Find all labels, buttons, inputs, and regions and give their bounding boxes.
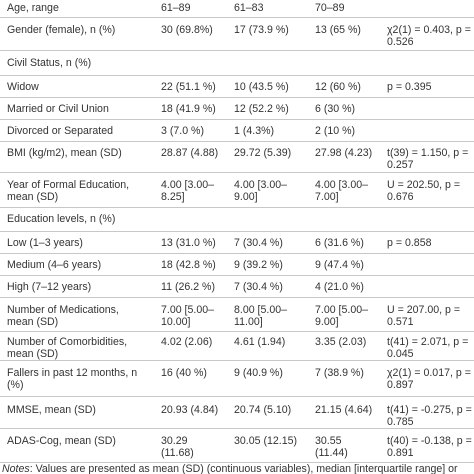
table-cell: Divorced or Separated	[7, 125, 113, 137]
table-cell: MMSE, mean (SD)	[7, 404, 96, 416]
table-cell: 4.00 [3.00– 8.25]	[161, 179, 215, 203]
table-cell: 9 (39.2 %)	[234, 259, 283, 271]
table-cell: 30.55 (11.44)	[315, 435, 348, 459]
table-cell: U = 202.50, p = 0.676	[387, 179, 461, 203]
table-cell: 22 (51.1 %)	[161, 81, 216, 93]
table-cell: 1 (4.3%)	[234, 125, 275, 137]
table-cell: Number of Medications, mean (SD)	[7, 304, 119, 328]
table-row: Low (1–3 years) 13 (31.0 %) 7 (30.4 %) 6 (3…	[0, 232, 474, 254]
table-cell: 6 (31.6 %)	[315, 237, 364, 249]
table-cell: 7 (38.9 %)	[315, 367, 364, 379]
table-cell: 12 (52.2 %)	[234, 103, 289, 115]
table-cell: 4 (21.0 %)	[315, 281, 364, 293]
table-cell: Age, range	[7, 2, 59, 14]
table-cell: p = 0.395	[387, 81, 432, 93]
table-cell: High (7–12 years)	[7, 281, 92, 293]
table-cell: 20.93 (4.84)	[161, 404, 219, 416]
table-cell: Year of Formal Education, mean (SD)	[7, 179, 130, 203]
table-cell: U = 207.00, p = 0.571	[387, 304, 461, 328]
table-row: Gender (female), n (%) 30 (69.8%) 17 (73.9…	[0, 18, 474, 51]
data-table: Age, range 61–89 61–83 70–89 Gender (female)…	[0, 0, 474, 463]
table-row: MMSE, mean (SD) 20.93 (4.84) 20.74 (5.10) 2…	[0, 397, 474, 429]
table-cell: 12 (60 %)	[315, 81, 361, 93]
table-cell: Fallers in past 12 months, n (%)	[7, 367, 138, 391]
table-cell: 21.15 (4.64)	[315, 404, 373, 416]
table-cell: t(39) = 1.150, p = 0.257	[387, 147, 469, 171]
table-cell: 7 (30.4 %)	[234, 237, 283, 249]
table-cell: 4.00 [3.00– 9.00]	[234, 179, 288, 203]
table-row: Year of Formal Education, mean (SD) 4.00 …	[0, 173, 474, 208]
table-cell: t(41) = -0.275, p = 0.785	[387, 404, 472, 428]
table-cell: 11 (26.2 %)	[161, 281, 215, 293]
table-cell: 30.29 (11.68)	[161, 435, 194, 459]
table-cell: 17 (73.9 %)	[234, 24, 289, 36]
table-cell: 7 (30.4 %)	[234, 281, 283, 293]
table-row: Married or Civil Union 18 (41.9 %) 12 (52.…	[0, 98, 474, 120]
table-row: Medium (4–6 years) 18 (42.8 %) 9 (39.2 %) 9…	[0, 254, 474, 276]
table-cell: 6 (30 %)	[315, 103, 356, 115]
table-notes: Notes: Values are presented as mean (SD)…	[2, 463, 458, 474]
table-cell: Education levels, n (%)	[7, 213, 116, 225]
table-cell: 3 (7.0 %)	[161, 125, 204, 137]
table-row: BMI (kg/m2), mean (SD) 28.87 (4.88) 29.72 …	[0, 142, 474, 173]
table-cell: ADAS-Cog, mean (SD)	[7, 435, 116, 447]
table-cell: Civil Status, n (%)	[7, 57, 92, 69]
table-row: Civil Status, n (%)	[0, 51, 474, 76]
table-cell: 2 (10 %)	[315, 125, 356, 137]
table-cell: 20.74 (5.10)	[234, 404, 292, 416]
table-cell: 7.00 [5.00– 10.00]	[161, 304, 215, 328]
table-cell: 28.87 (4.88)	[161, 147, 219, 159]
table-cell: Widow	[7, 81, 39, 93]
table-cell: t(41) = 2.071, p = 0.045	[387, 336, 469, 360]
table-cell: p = 0.858	[387, 237, 432, 249]
table-cell: Married or Civil Union	[7, 103, 109, 115]
table-cell: 13 (65 %)	[315, 24, 361, 36]
table-cell: χ2(1) = 0.403, p = 0.526	[387, 24, 471, 48]
table-row: Age, range 61–89 61–83 70–89	[0, 0, 474, 18]
table-row: Education levels, n (%)	[0, 208, 474, 232]
table-cell: 16 (40 %)	[161, 367, 207, 379]
table-cell: 18 (41.9 %)	[161, 103, 216, 115]
notes-text: : Values are presented as mean (SD) (con…	[29, 463, 458, 474]
table-cell: 3.35 (2.03)	[315, 336, 367, 348]
table-row: Widow 22 (51.1 %) 10 (43.5 %) 12 (60 %) p = …	[0, 76, 474, 98]
table-cell: 10 (43.5 %)	[234, 81, 289, 93]
table-row: ADAS-Cog, mean (SD) 30.29 (11.68) 30.05 (1…	[0, 429, 474, 463]
table-cell: 8.00 [5.00– 11.00]	[234, 304, 288, 328]
table-cell: 13 (31.0 %)	[161, 237, 216, 249]
table-cell: 4.02 (2.06)	[161, 336, 213, 348]
table-cell: 4.00 [3.00– 7.00]	[315, 179, 369, 203]
table-cell: 30.05 (12.15)	[234, 435, 298, 447]
table-row: Number of Comorbidities, mean (SD) 4.02 (…	[0, 332, 474, 361]
table-cell: 7.00 [5.00– 9.00]	[315, 304, 369, 328]
table-row: Number of Medications, mean (SD) 7.00 [5.…	[0, 298, 474, 332]
table-cell: Number of Comorbidities, mean (SD)	[7, 336, 128, 360]
table-cell: 61–83	[234, 2, 264, 14]
table-cell: 9 (40.9 %)	[234, 367, 283, 379]
table-cell: Low (1–3 years)	[7, 237, 83, 249]
table-cell: 9 (47.4 %)	[315, 259, 364, 271]
notes-label: Notes	[2, 463, 30, 474]
table-cell: BMI (kg/m2), mean (SD)	[7, 147, 122, 159]
table-cell: 29.72 (5.39)	[234, 147, 292, 159]
table-row: Divorced or Separated 3 (7.0 %) 1 (4.3%) 2 …	[0, 120, 474, 142]
table-row: Fallers in past 12 months, n (%) 16 (40 %…	[0, 361, 474, 397]
table-cell: 4.61 (1.94)	[234, 336, 286, 348]
table-cell: 18 (42.8 %)	[161, 259, 216, 271]
table-cell: Medium (4–6 years)	[7, 259, 102, 271]
table-cell: 27.98 (4.23)	[315, 147, 373, 159]
table-cell: 70–89	[315, 2, 345, 14]
table-cell: 30 (69.8%)	[161, 24, 213, 36]
table-cell: 61–89	[161, 2, 191, 14]
table-cell: Gender (female), n (%)	[7, 24, 116, 36]
table-row: High (7–12 years) 11 (26.2 %) 7 (30.4 %) 4 …	[0, 276, 474, 298]
table-cell: t(40) = -0.138, p = 0.891	[387, 435, 472, 459]
table-cell: χ2(1) = 0.017, p = 0.897	[387, 367, 471, 391]
